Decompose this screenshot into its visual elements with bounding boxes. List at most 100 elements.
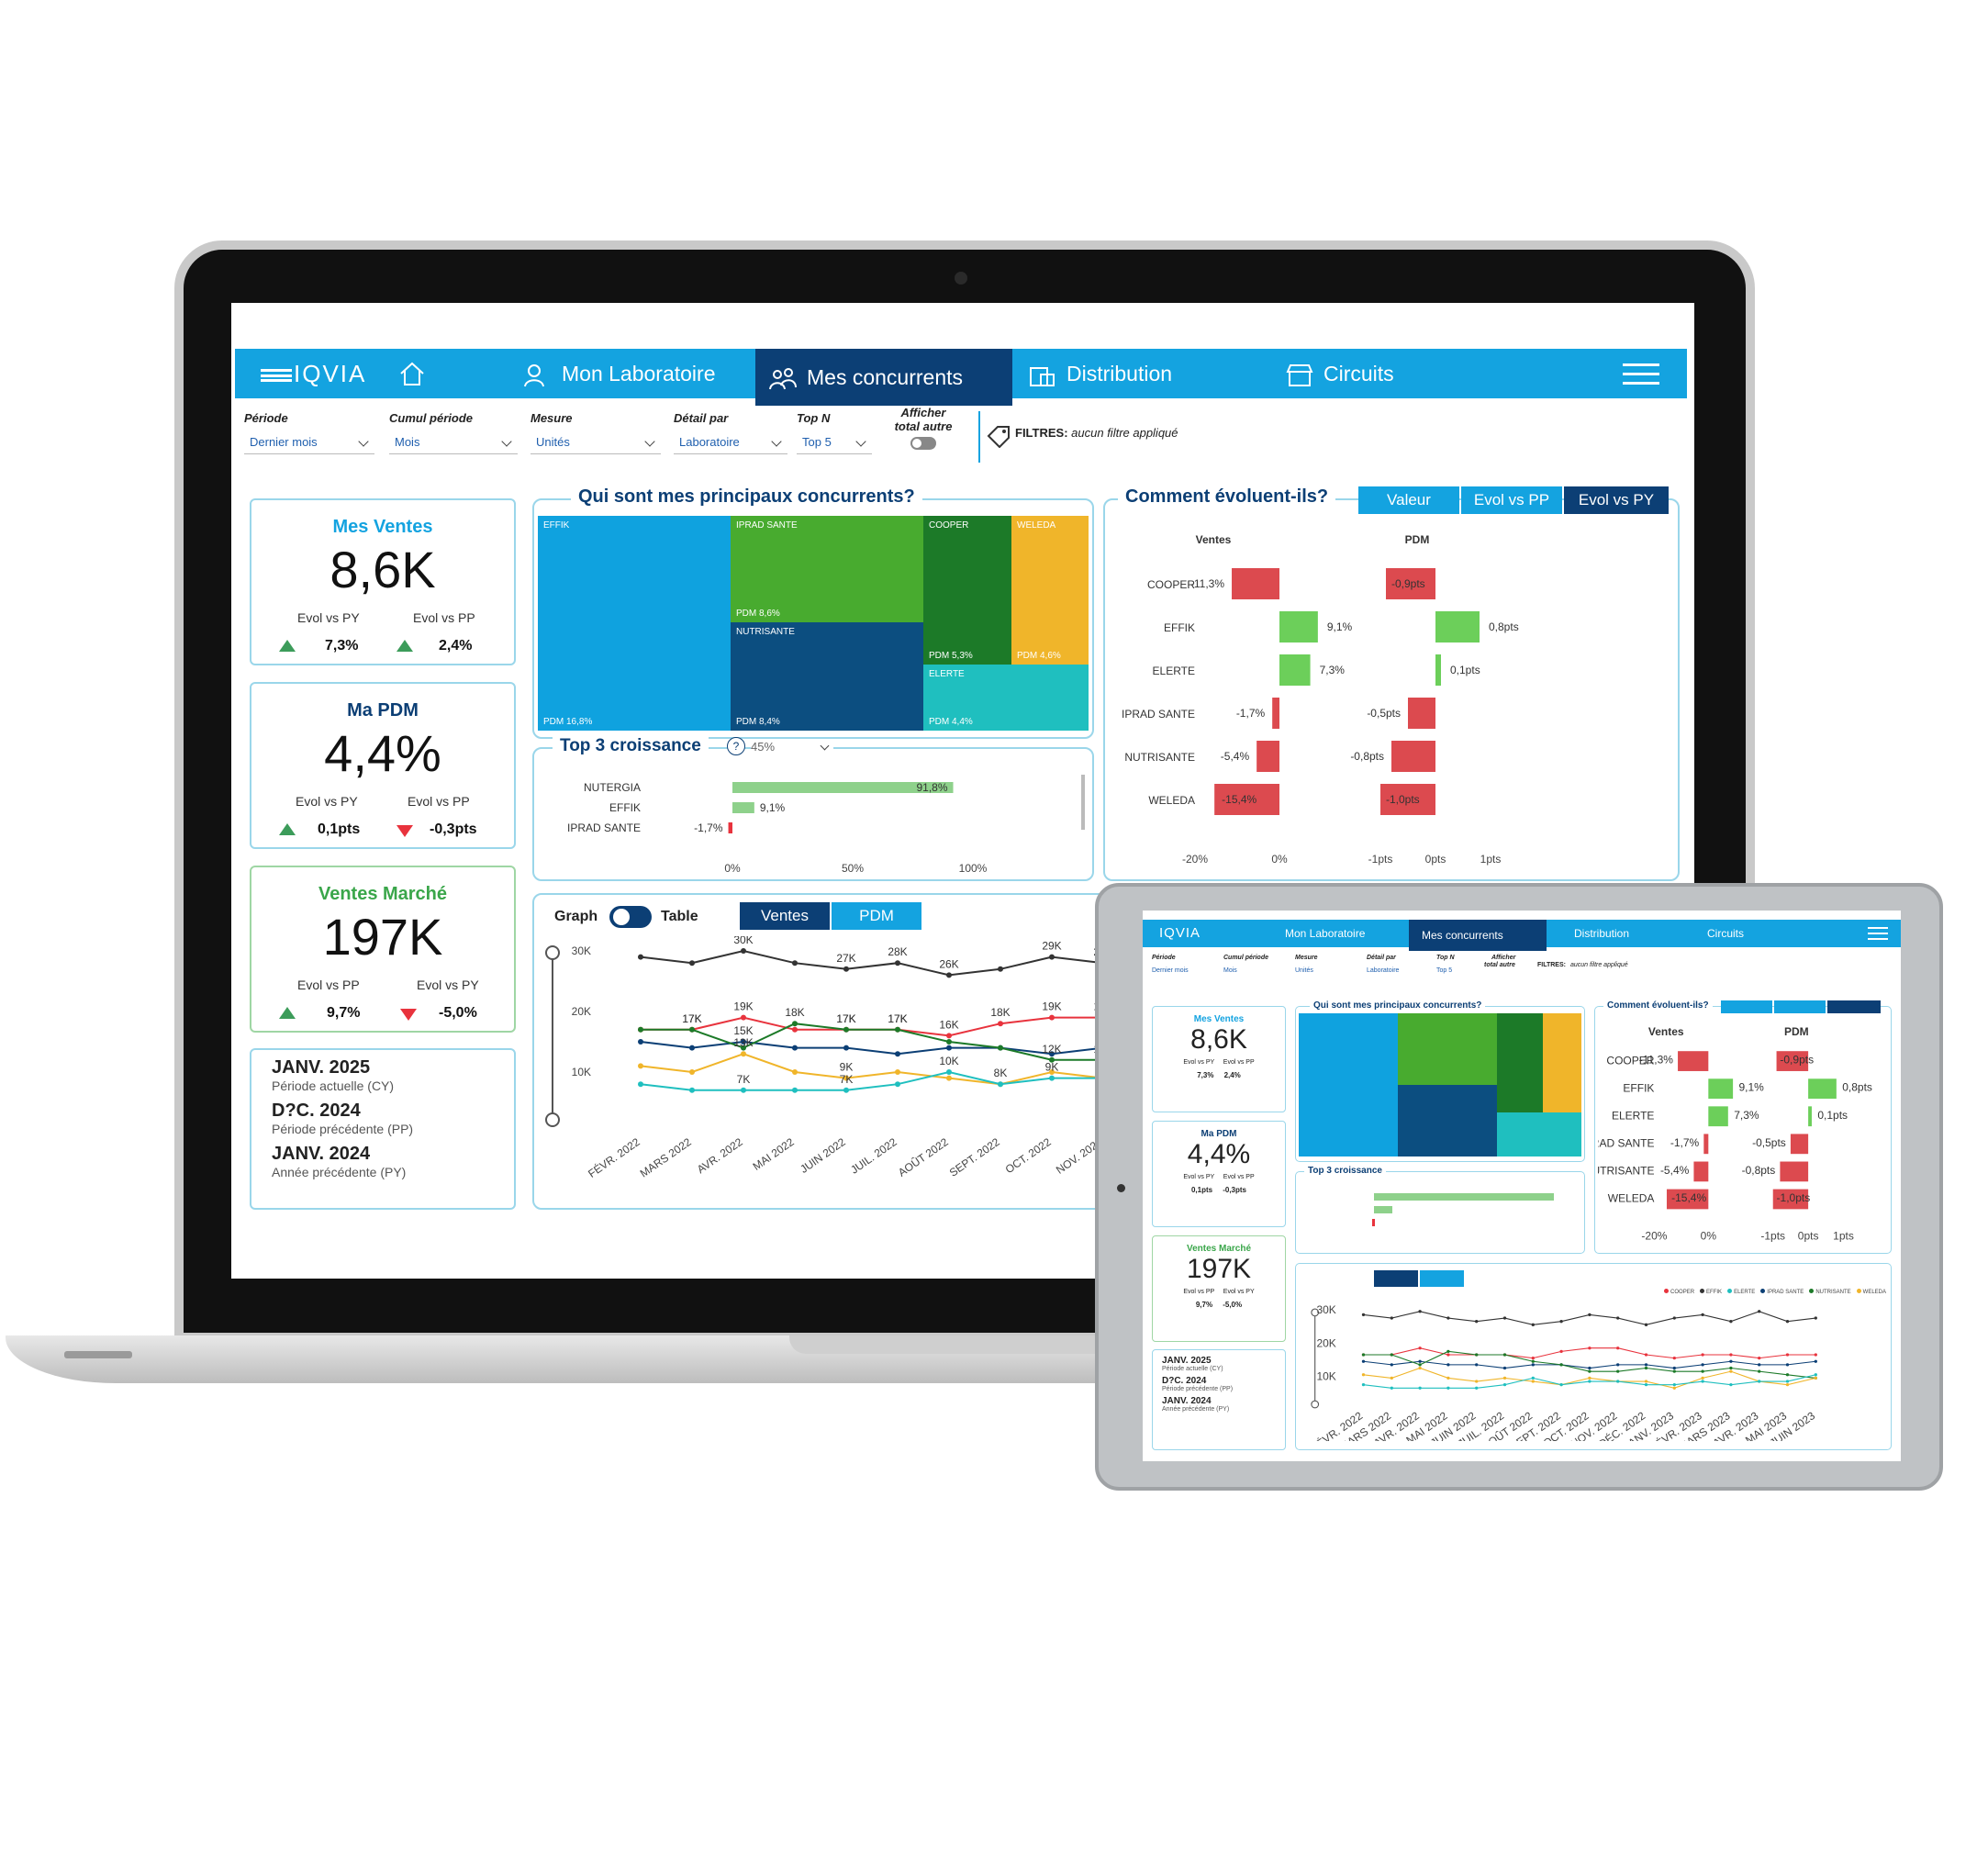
filter-detail[interactable]: Détail par Laboratoire <box>674 411 787 454</box>
chevron-down-icon <box>820 741 830 751</box>
filter-select[interactable]: Top 5 <box>797 432 872 454</box>
evol-pdm-label: -0,9pts <box>1391 577 1425 590</box>
total-toggle[interactable] <box>910 437 936 450</box>
tablet-treemap-cooper[interactable] <box>1497 1013 1543 1112</box>
treemap-cooper[interactable]: COOPER PDM 5,3% <box>923 516 1011 665</box>
trend-point <box>1049 1014 1055 1021</box>
trend-point <box>1616 1380 1620 1383</box>
trend-data-label: 18K <box>785 1006 804 1019</box>
evol-row-label: ELERTE <box>1153 665 1195 677</box>
tab-circuits[interactable]: Circuits <box>1272 349 1520 398</box>
tablet-treemap-nutrisante[interactable] <box>1398 1085 1497 1156</box>
evol-ventes-label: -15,4% <box>1222 793 1256 806</box>
trend-point <box>1446 1376 1450 1380</box>
trend-point <box>1361 1383 1366 1387</box>
top3-threshold-select[interactable]: 45% <box>751 740 833 756</box>
trend-point <box>689 1069 695 1075</box>
evol-valeur-button[interactable]: Valeur <box>1358 486 1459 514</box>
filter-periode[interactable]: Période Dernier mois <box>244 411 374 454</box>
evol-ventes-label: -5,4% <box>1221 750 1250 763</box>
tablet-kpi-val: 2,4% <box>1223 1071 1241 1079</box>
tablet-evol-valeur-button[interactable] <box>1721 1000 1772 1013</box>
tablet-evol-vs-pp-button[interactable] <box>1774 1000 1826 1013</box>
tablet-treemap-weleda[interactable] <box>1543 1013 1581 1112</box>
treemap-elerte[interactable]: ELERTE PDM 4,4% <box>923 665 1089 731</box>
evol-vs-pp-button[interactable]: Evol vs PP <box>1461 486 1562 514</box>
kpi-sub-label: Evol vs PP <box>408 794 470 809</box>
tablet-evol-vs-py-button[interactable] <box>1827 1000 1881 1013</box>
trend-point <box>792 1087 798 1093</box>
tablet-kpi-sub: Evol vs PP <box>1183 1289 1215 1295</box>
iqvia-logo[interactable]: IQVIA <box>261 360 366 388</box>
evol-col-pdm: PDM <box>1784 1025 1809 1038</box>
trend-point <box>895 1051 900 1057</box>
filter-select[interactable]: Unités <box>531 432 661 454</box>
menu-icon[interactable] <box>1623 363 1659 387</box>
tablet-filter-select[interactable]: Unités <box>1295 967 1313 974</box>
tab-distribution[interactable]: Distribution <box>1015 349 1263 398</box>
home-icon[interactable] <box>398 360 426 387</box>
kpi-evol-value: 0,1pts <box>318 821 361 837</box>
tablet-filter-bar: Période Dernier mois Cumul période Mois … <box>1152 955 1886 980</box>
trend-ytick: 10K <box>572 1066 591 1078</box>
tablet-filter-label: total autre <box>1484 962 1515 968</box>
tab-mes-concurrents[interactable]: Mes concurrents <box>755 349 1012 406</box>
tablet-trend-pdm-button[interactable] <box>1420 1270 1464 1287</box>
trend-data-label: 12K <box>1042 1043 1061 1056</box>
up-arrow-icon <box>279 823 296 835</box>
help-icon[interactable]: ? <box>727 737 745 755</box>
trend-point <box>1475 1320 1479 1324</box>
treemap-effik[interactable]: EFFIK PDM 16,8% <box>538 516 731 731</box>
tablet-tab-mon-laboratoire[interactable]: Mon Laboratoire <box>1285 927 1366 940</box>
filter-select[interactable]: Dernier mois <box>244 432 374 454</box>
tablet-trend-ventes-button[interactable] <box>1374 1270 1418 1287</box>
treemap-nutrisante[interactable]: NUTRISANTE PDM 8,4% <box>731 622 923 731</box>
filter-topn[interactable]: Top N Top 5 <box>797 411 872 454</box>
tablet-filter-select[interactable]: Top 5 <box>1436 967 1453 974</box>
down-arrow-icon <box>400 1009 417 1021</box>
graph-table-toggle[interactable] <box>609 906 652 928</box>
tablet-filter-select[interactable]: Mois <box>1223 967 1237 974</box>
tab-mon-laboratoire[interactable]: Mon Laboratoire <box>510 349 795 398</box>
trend-point <box>1418 1346 1422 1350</box>
tablet-treemap-elerte[interactable] <box>1497 1112 1581 1156</box>
tablet-filter-select[interactable]: Dernier mois <box>1152 967 1189 974</box>
tablet-tab-mes-concurrents[interactable]: Mes concurrents <box>1409 920 1547 951</box>
store-icon <box>1286 363 1313 386</box>
trend-month-label: FÉVR. 2022 <box>586 1134 642 1180</box>
evol-pdm-bar <box>1780 1161 1809 1182</box>
evol-ventes-tick: -20% <box>1182 853 1208 866</box>
tablet-treemap-iprad[interactable] <box>1398 1013 1497 1085</box>
tablet-treemap-effik[interactable] <box>1299 1013 1398 1156</box>
filter-select[interactable]: Mois <box>389 432 518 454</box>
trend-point <box>1729 1320 1733 1324</box>
evol-pdm-bar <box>1408 698 1435 729</box>
period-date: JANV. 2024 <box>272 1144 371 1164</box>
kpi-evol-value: 2,4% <box>439 638 473 654</box>
trend-point <box>998 1021 1003 1027</box>
tablet-menu-icon[interactable] <box>1868 927 1888 940</box>
filter-select[interactable]: Laboratoire <box>674 432 787 454</box>
evol-ventes-bar <box>1272 698 1279 729</box>
tab-label: Distribution <box>1067 362 1173 385</box>
trend-point <box>1531 1356 1535 1360</box>
trend-ventes-button[interactable]: Ventes <box>740 902 830 930</box>
evol-ventes-label: -1,7% <box>1670 1136 1700 1149</box>
tablet-tab-distribution[interactable]: Distribution <box>1574 927 1630 940</box>
filter-mesure[interactable]: Mesure Unités <box>531 411 661 454</box>
tablet-filter-select[interactable]: Laboratoire <box>1367 967 1400 974</box>
filter-afficher-total[interactable]: Afficher total autre <box>887 406 960 454</box>
trend-data-label: 27K <box>836 952 855 965</box>
legend-item: IPRAD SANTE <box>1760 1289 1804 1295</box>
tablet-kpi-title: Ventes Marché <box>1186 1244 1252 1254</box>
treemap-iprad[interactable]: IPRAD SANTE PDM 8,6% <box>731 516 923 622</box>
tablet-kpi-sub: Evol vs PP <box>1223 1174 1255 1180</box>
tablet-tab-circuits[interactable]: Circuits <box>1707 927 1745 940</box>
trend-point <box>1644 1353 1648 1357</box>
evol-pdm-bar <box>1435 654 1441 686</box>
trend-pdm-button[interactable]: PDM <box>832 902 921 930</box>
filter-cumul[interactable]: Cumul période Mois <box>389 411 518 454</box>
treemap-weleda[interactable]: WELEDA PDM 4,6% <box>1011 516 1089 665</box>
evol-vs-py-button[interactable]: Evol vs PY <box>1564 486 1669 514</box>
trend-point <box>1785 1373 1790 1377</box>
